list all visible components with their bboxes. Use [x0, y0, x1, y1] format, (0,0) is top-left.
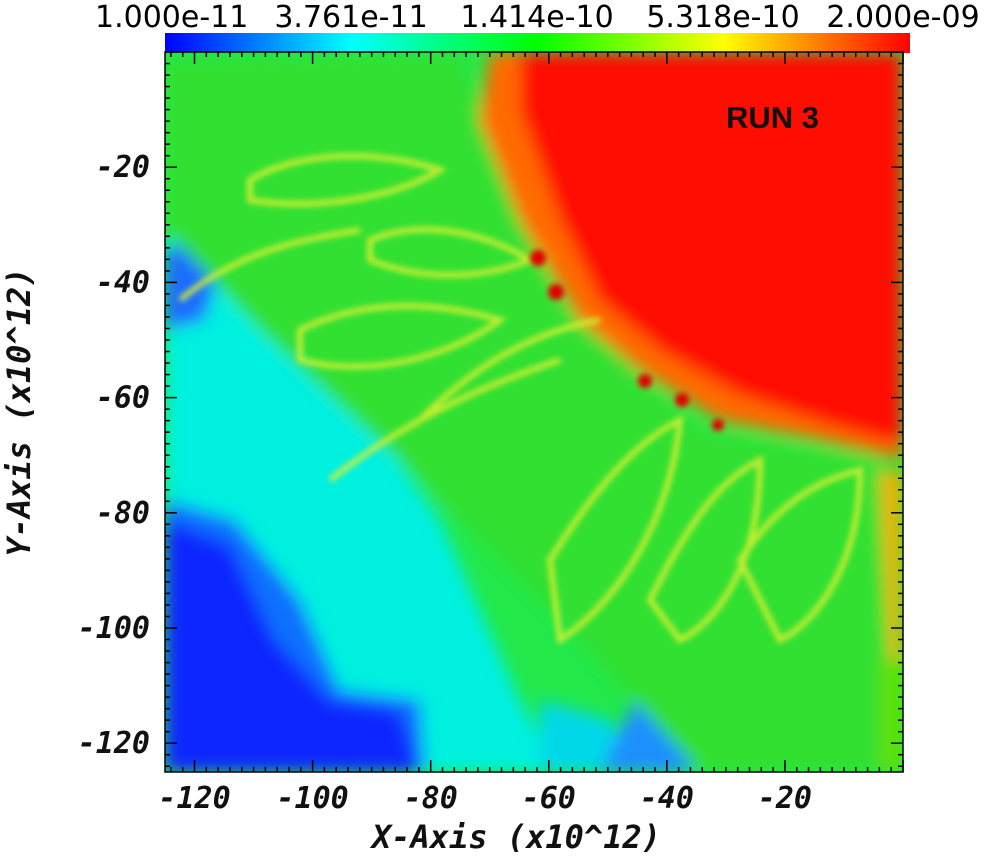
colorbar-label: 3.761e-11 — [274, 0, 428, 35]
x-tick-label: -40 — [640, 781, 694, 816]
plot-frame — [164, 51, 904, 773]
y-tick-label: -120 — [78, 726, 150, 761]
colorbar-label: 2.000e-09 — [826, 0, 980, 35]
colorbar-label: 1.000e-11 — [95, 0, 249, 35]
y-tick-label: -80 — [96, 496, 150, 531]
y-tick-label: -100 — [78, 611, 150, 646]
y-tick-label: -60 — [96, 381, 150, 416]
x-tick-label: -20 — [758, 781, 812, 816]
colorbar-label: 5.318e-10 — [646, 0, 800, 35]
x-tick-label: -120 — [158, 781, 230, 816]
y-axis-title: Y-Axis (x10^12) — [0, 267, 38, 557]
tick-marks — [165, 51, 904, 772]
y-tick-label: -40 — [96, 265, 150, 300]
y-tick-label: -20 — [96, 150, 150, 185]
colorbar-label: 1.414e-10 — [460, 0, 614, 35]
x-axis-title: X-Axis (x10^12) — [372, 818, 661, 856]
heatmap-field — [165, 52, 903, 772]
tick-labels: -120 -100 -80 -60 -40 -20 -20 -40 -60 -80 -100 -120 — [78, 150, 812, 816]
x-tick-label: -100 — [276, 781, 348, 816]
x-tick-label: -60 — [522, 781, 576, 816]
run-annotation: RUN 3 — [726, 100, 820, 135]
x-tick-label: -80 — [404, 781, 458, 816]
colorbar — [165, 33, 910, 53]
